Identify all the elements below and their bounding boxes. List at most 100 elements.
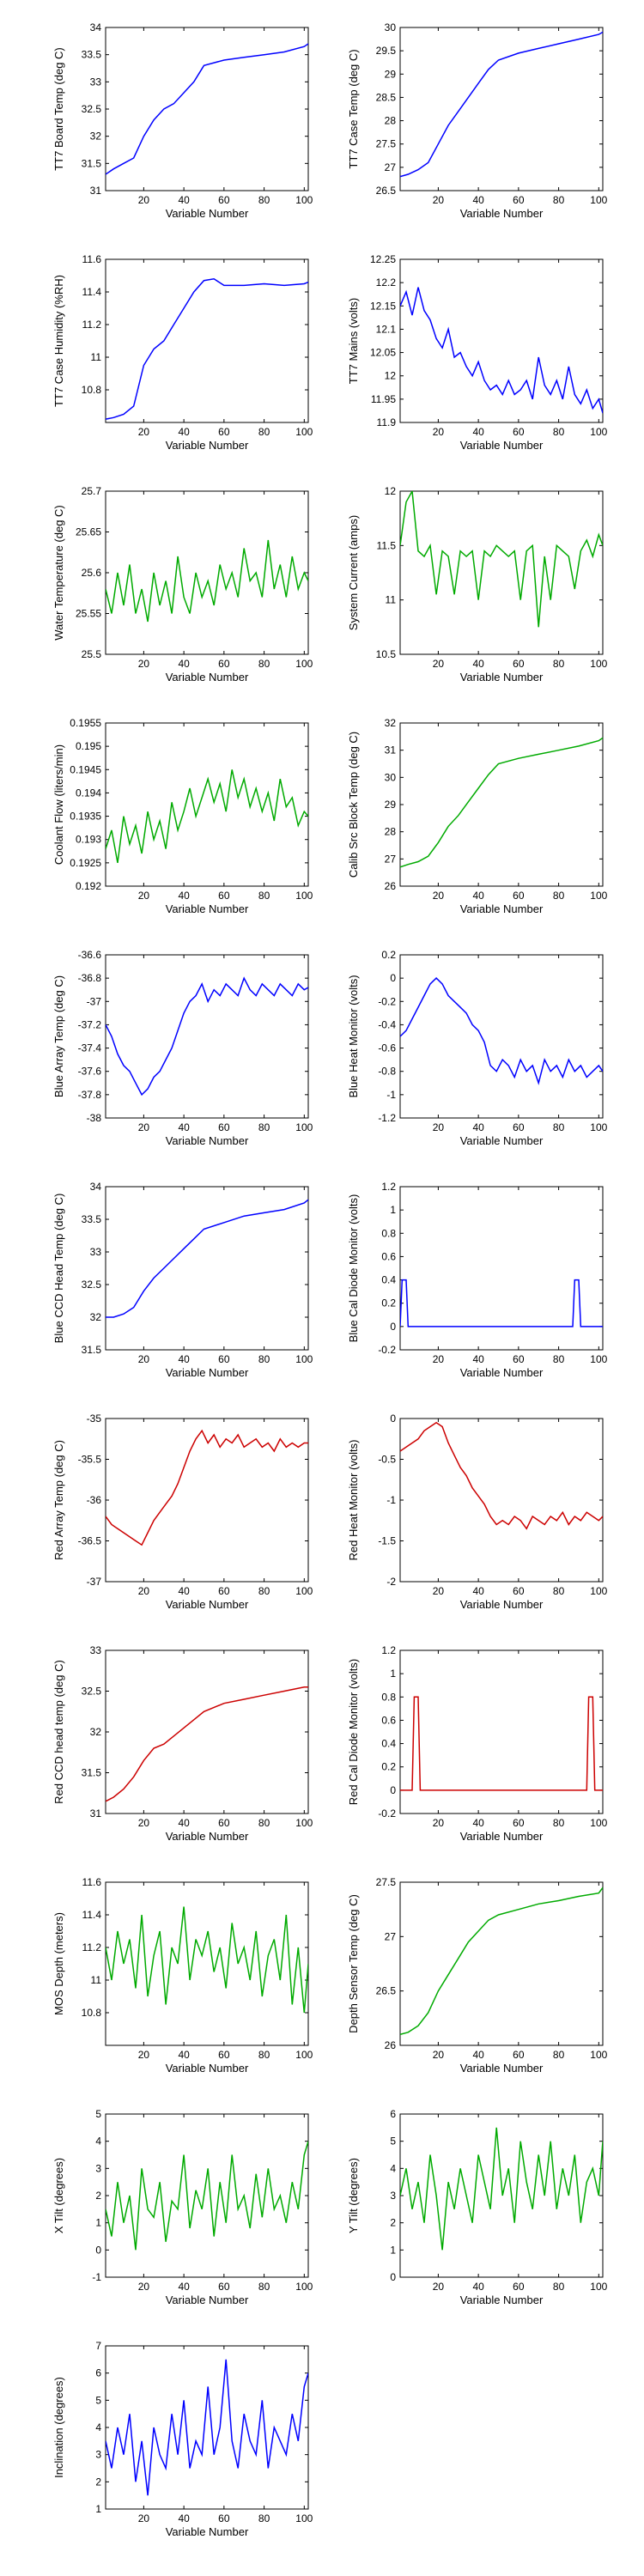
y-axis-label: Inclination (degrees) bbox=[52, 2377, 65, 2478]
y-tick-label: 33 bbox=[90, 76, 102, 88]
series-line bbox=[106, 43, 308, 175]
y-tick-label: 6 bbox=[95, 2367, 101, 2379]
y-tick-label: 11 bbox=[91, 351, 102, 363]
x-tick-label: 100 bbox=[295, 194, 313, 206]
y-tick-label: 1.2 bbox=[381, 1644, 396, 1656]
y-tick-label: 25.55 bbox=[76, 608, 101, 620]
y-tick-label: 0.4 bbox=[381, 1738, 396, 1750]
y-axis-label: TT7 Board Temp (deg C) bbox=[52, 47, 65, 171]
y-tick-label: 25.7 bbox=[82, 485, 102, 497]
x-tick-label: 100 bbox=[295, 1585, 313, 1597]
plot-frame bbox=[399, 1418, 604, 1583]
x-tick-label: 20 bbox=[433, 1585, 445, 1597]
y-axis-label: Blue Cal Diode Monitor (volts) bbox=[347, 1194, 360, 1343]
series-line bbox=[400, 1279, 603, 1327]
x-axis-label: Variable Number bbox=[460, 1366, 544, 1379]
series-line bbox=[400, 737, 603, 868]
x-tick-label: 40 bbox=[178, 194, 190, 206]
x-tick-label: 20 bbox=[138, 1817, 150, 1829]
y-tick-label: 0 bbox=[390, 2271, 396, 2283]
y-tick-label: 33 bbox=[90, 1644, 102, 1656]
chart-14: 20 40 60 80 100 -2 -1.5 -1 -0.5 0 Variable Number R… bbox=[347, 1413, 608, 1611]
y-tick-label: 26 bbox=[385, 880, 397, 892]
y-tick-label: 0.1925 bbox=[70, 857, 101, 869]
plot-frame bbox=[399, 1881, 604, 2046]
y-tick-label: -1.2 bbox=[378, 1112, 396, 1124]
y-tick-label: 27.5 bbox=[376, 1876, 397, 1888]
series-line bbox=[400, 491, 603, 628]
y-tick-label: -36.6 bbox=[78, 949, 102, 961]
x-tick-label: 60 bbox=[218, 194, 230, 206]
chart-11: 20 40 60 80 100 31.5 32 32.5 33 33.5 34 Variable Nu… bbox=[52, 1181, 313, 1379]
x-tick-label: 40 bbox=[178, 1121, 190, 1133]
y-axis-label: Red Heat Monitor (volts) bbox=[347, 1440, 360, 1561]
x-tick-label: 80 bbox=[258, 2512, 270, 2524]
y-tick-label: 31 bbox=[385, 744, 397, 756]
y-tick-label: 12.15 bbox=[370, 300, 396, 312]
x-tick-label: 40 bbox=[178, 426, 190, 438]
x-tick-label: 80 bbox=[553, 890, 565, 902]
y-tick-label: 29.5 bbox=[376, 45, 397, 57]
x-tick-label: 20 bbox=[138, 1121, 150, 1133]
y-tick-label: 28 bbox=[385, 115, 397, 127]
y-tick-label: 0.193 bbox=[76, 834, 101, 846]
x-tick-label: 20 bbox=[433, 1121, 445, 1133]
series-line bbox=[106, 2359, 308, 2496]
x-tick-label: 80 bbox=[258, 1817, 270, 1829]
y-axis-label: TT7 Mains (volts) bbox=[347, 298, 360, 384]
y-tick-label: -37 bbox=[87, 995, 102, 1007]
y-tick-label: 5 bbox=[95, 2108, 101, 2120]
x-tick-label: 20 bbox=[138, 1585, 150, 1597]
x-tick-label: 100 bbox=[295, 658, 313, 670]
x-tick-label: 100 bbox=[590, 1121, 607, 1133]
y-tick-label: -1 bbox=[386, 1089, 396, 1101]
y-tick-label: 1 bbox=[95, 2217, 101, 2229]
x-tick-label: 60 bbox=[513, 658, 525, 670]
x-tick-label: 20 bbox=[138, 658, 150, 670]
y-tick-label: -1 bbox=[92, 2271, 101, 2283]
y-tick-label: 28.5 bbox=[376, 91, 397, 103]
plot-frame bbox=[399, 954, 604, 1119]
y-axis-label: Y Tilt (degrees) bbox=[347, 2158, 360, 2233]
series-line bbox=[106, 278, 308, 420]
x-axis-label: Variable Number bbox=[166, 207, 249, 220]
x-tick-label: 60 bbox=[513, 2049, 525, 2061]
plot-frame bbox=[105, 258, 309, 423]
chart-7: 20 40 60 80 100 0.192 0.1925 0.193 0.1935 0.194 0.… bbox=[52, 717, 313, 915]
x-tick-label: 40 bbox=[178, 890, 190, 902]
y-axis-label: Red Array Temp (deg C) bbox=[52, 1440, 65, 1560]
y-axis-label: Red CCD head temp (deg C) bbox=[52, 1660, 65, 1804]
chart-8: 20 40 60 80 100 26 27 28 29 30 31 32 Variable Number… bbox=[347, 717, 608, 915]
chart-5: 20 40 60 80 100 25.5 25.55 25.6 25.65 25.7 Variabl… bbox=[52, 485, 313, 683]
y-tick-label: 1 bbox=[390, 1668, 396, 1680]
x-axis-label: Variable Number bbox=[460, 902, 544, 915]
x-tick-label: 20 bbox=[138, 2512, 150, 2524]
y-axis-label: Calib Src Block Temp (deg C) bbox=[347, 732, 360, 878]
y-tick-label: 0.1935 bbox=[70, 811, 101, 823]
y-tick-label: 3 bbox=[95, 2449, 101, 2461]
y-tick-label: -35.5 bbox=[78, 1454, 102, 1466]
y-axis-label: X Tilt (degrees) bbox=[52, 2158, 65, 2233]
y-tick-label: 32 bbox=[90, 1726, 102, 1738]
x-tick-label: 60 bbox=[218, 426, 230, 438]
x-tick-label: 20 bbox=[138, 890, 150, 902]
series-line bbox=[106, 976, 308, 1097]
y-tick-label: 6 bbox=[390, 2108, 396, 2120]
x-tick-label: 20 bbox=[433, 2281, 445, 2293]
y-tick-label: -0.5 bbox=[378, 1454, 396, 1466]
x-axis-label: Variable Number bbox=[460, 2293, 544, 2306]
chart-12: 20 40 60 80 100 -0.2 0 0.2 0.4 0.6 0.8 1 1.2 Variable… bbox=[347, 1181, 608, 1379]
x-tick-label: 40 bbox=[472, 194, 484, 206]
y-axis-label: Blue Heat Monitor (volts) bbox=[347, 975, 360, 1097]
y-tick-label: 29 bbox=[385, 799, 397, 811]
y-tick-label: 0.1955 bbox=[70, 717, 101, 729]
series-line bbox=[400, 1421, 603, 1530]
x-tick-label: 100 bbox=[295, 2049, 313, 2061]
series-line bbox=[400, 1696, 603, 1791]
x-axis-label: Variable Number bbox=[166, 2525, 249, 2538]
x-tick-label: 100 bbox=[295, 426, 313, 438]
chart-6: 20 40 60 80 100 10.5 11 11.5 12 Variable Number Sy… bbox=[347, 485, 608, 683]
chart-2: 20 40 60 80 100 26.5 27 27.5 28 28.5 29 29.5 30 Varia… bbox=[347, 21, 608, 220]
y-tick-label: -37.2 bbox=[78, 1018, 102, 1030]
y-tick-label: 34 bbox=[90, 21, 102, 33]
